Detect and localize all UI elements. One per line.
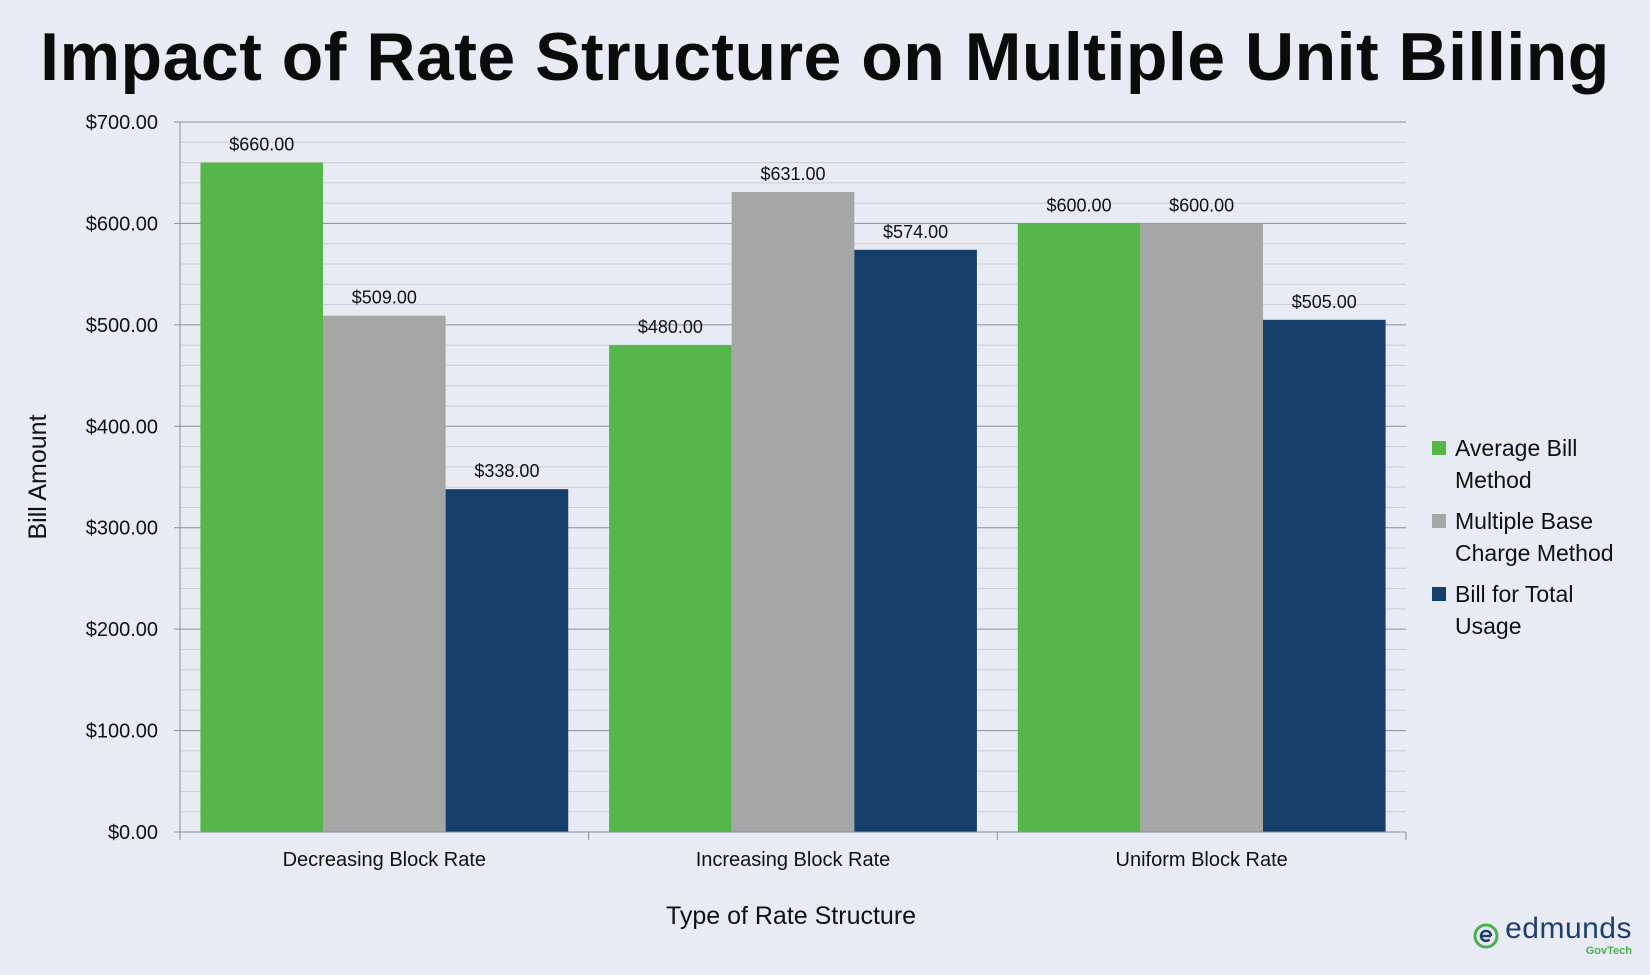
y-tick-label: $100.00 xyxy=(86,721,158,743)
legend-swatch xyxy=(1432,514,1446,528)
x-axis-title: Type of Rate Structure xyxy=(666,902,916,930)
data-label: $509.00 xyxy=(352,288,417,308)
bar xyxy=(200,162,324,833)
bar xyxy=(609,345,732,832)
data-label: $631.00 xyxy=(760,164,825,184)
bar xyxy=(323,315,446,832)
legend-label: Bill for Total Usage xyxy=(1455,581,1574,639)
y-axis-title: Bill Amount xyxy=(24,414,52,539)
legend-swatch xyxy=(1432,587,1446,601)
logo-subtext: GovTech xyxy=(1585,945,1632,957)
legend-swatch xyxy=(1432,441,1446,455)
data-label: $338.00 xyxy=(474,461,539,481)
y-tick-label: $300.00 xyxy=(86,518,158,540)
data-label: $480.00 xyxy=(638,317,703,337)
y-tick-label: $400.00 xyxy=(86,416,158,438)
y-tick-label: $0.00 xyxy=(108,822,158,844)
edmunds-logo: edmunds GovTech xyxy=(1473,914,1632,957)
data-label: $660.00 xyxy=(229,135,294,155)
axes xyxy=(179,122,1407,840)
legend: Average Bill Method Multiple Base Charge Me… xyxy=(1432,432,1647,651)
data-label: $505.00 xyxy=(1292,292,1357,312)
x-tick-label: Increasing Block Rate xyxy=(696,849,891,871)
bar xyxy=(731,191,855,832)
logo-name: edmunds xyxy=(1505,912,1632,945)
bar xyxy=(445,489,569,832)
data-label: $600.00 xyxy=(1169,195,1234,215)
data-label: $574.00 xyxy=(883,222,948,242)
bar xyxy=(854,249,977,833)
x-tick-label: Uniform Block Rate xyxy=(1116,849,1288,871)
legend-item: Bill for Total Usage xyxy=(1432,578,1647,642)
labels: $0.00 $100.00 $200.00 $300.00 $400.00 $500.00… xyxy=(24,112,1357,930)
legend-item: Multiple Base Charge Method xyxy=(1432,505,1647,569)
legend-item: Average Bill Method xyxy=(1432,432,1647,496)
bar xyxy=(1017,223,1141,832)
bars xyxy=(200,162,1386,833)
y-tick-label: $600.00 xyxy=(86,213,158,235)
data-label: $600.00 xyxy=(1047,195,1112,215)
edmunds-e-icon xyxy=(1473,923,1499,948)
y-tick-label: $500.00 xyxy=(86,315,158,337)
bar xyxy=(1262,319,1386,832)
y-tick-label: $700.00 xyxy=(86,112,158,134)
chart-title: Impact of Rate Structure on Multiple Uni… xyxy=(40,19,1610,95)
bar xyxy=(1140,223,1263,832)
legend-label: Average Bill Method xyxy=(1455,435,1578,493)
legend-label: Multiple Base Charge Method xyxy=(1455,508,1614,566)
x-tick-label: Decreasing Block Rate xyxy=(283,849,486,871)
y-tick-label: $200.00 xyxy=(86,619,158,641)
